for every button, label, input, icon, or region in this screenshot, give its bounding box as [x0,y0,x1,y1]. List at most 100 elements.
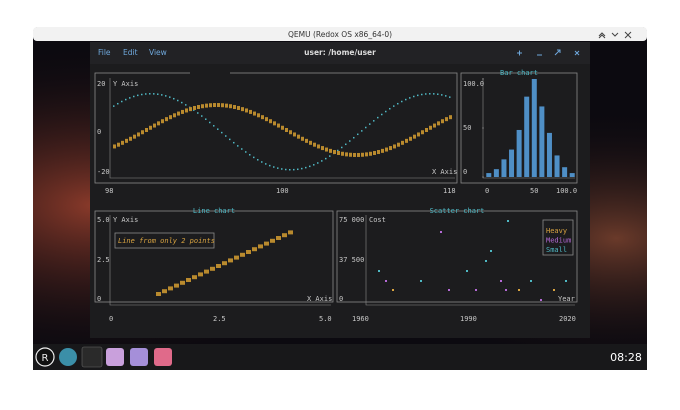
dot [273,166,275,168]
x-axis-title: X Axis [432,168,457,176]
block [165,117,168,122]
bar [554,155,560,177]
block [258,244,263,249]
terminal-title: user: /home/user [304,48,376,57]
block [401,140,404,145]
new-tab-button[interactable] [517,50,522,56]
start-icon: R [42,353,49,364]
browser-icon[interactable] [59,348,77,366]
legend-box [542,219,574,256]
block [125,138,128,143]
bar [501,159,507,177]
block [377,150,380,155]
block [192,275,197,280]
block [265,117,268,122]
y-tick-label: 0 [463,168,467,176]
minimize-button[interactable] [611,32,619,37]
menu-item[interactable]: Edit [123,48,138,57]
dot [449,96,451,98]
chart-title: Line chart [193,207,235,215]
window-controls[interactable] [598,31,632,39]
y-axis-title: Cost [369,216,386,224]
block [297,134,300,139]
dot [177,99,179,102]
block [273,121,276,126]
block [186,278,191,282]
close-button[interactable] [624,31,632,39]
y-axis-title: Y Axis [113,80,138,88]
dot [245,151,247,153]
dot [409,97,411,99]
bar [569,173,575,177]
editor-icon[interactable] [130,348,148,366]
bar [524,96,530,177]
terminal-icon[interactable] [81,346,103,368]
maximize-button[interactable] [554,49,561,56]
taskbar [33,344,647,370]
block [417,132,420,137]
block [369,151,372,156]
dot [205,118,207,120]
block [293,132,296,137]
sine-chart-box [94,72,458,184]
y-label: 0 [97,295,101,303]
y-label: 5.0 [97,216,110,224]
dot [213,125,215,127]
block [229,104,232,109]
block [197,105,200,110]
maximize-button[interactable] [598,32,606,39]
block [264,241,269,246]
scatter-point [553,289,555,291]
files-icon[interactable] [106,348,124,366]
dot [341,146,343,149]
scatter-point [500,280,502,282]
dot [249,154,251,156]
legend-entry: Heavy [546,227,567,235]
axis [109,78,455,179]
dot [425,93,427,95]
dot [445,95,447,97]
x-label: 2020 [559,315,576,323]
block [321,146,324,151]
start-button[interactable] [35,347,55,367]
dot [229,138,231,141]
dot [325,157,327,160]
block [373,150,376,155]
block [193,105,196,110]
dot [121,100,123,103]
block [261,115,264,120]
dot [197,112,199,114]
menu-item[interactable]: View [149,48,167,57]
dot [317,162,319,164]
block [216,264,221,268]
dot [417,94,419,97]
x-label: 50 [530,187,538,195]
block [174,283,179,288]
y-label: 0 [339,295,343,303]
image-icon[interactable] [154,348,172,366]
dot [321,160,323,162]
dot [117,102,119,105]
menu-item[interactable]: File [98,48,111,57]
block [269,119,272,124]
block [177,111,180,116]
dot [337,149,339,152]
dot [429,93,431,95]
block [204,269,209,274]
block [325,147,328,152]
block [189,107,192,112]
dot [353,136,355,139]
block [173,113,176,118]
dot [293,168,295,171]
block [309,140,312,145]
y-label: 37 500 [339,256,364,264]
block [133,134,136,139]
block [225,103,228,108]
block [270,238,275,243]
scatter-point [490,250,492,252]
block [365,152,368,157]
x-label: 1990 [460,315,477,323]
close-button[interactable] [574,50,580,56]
dot [297,168,299,171]
